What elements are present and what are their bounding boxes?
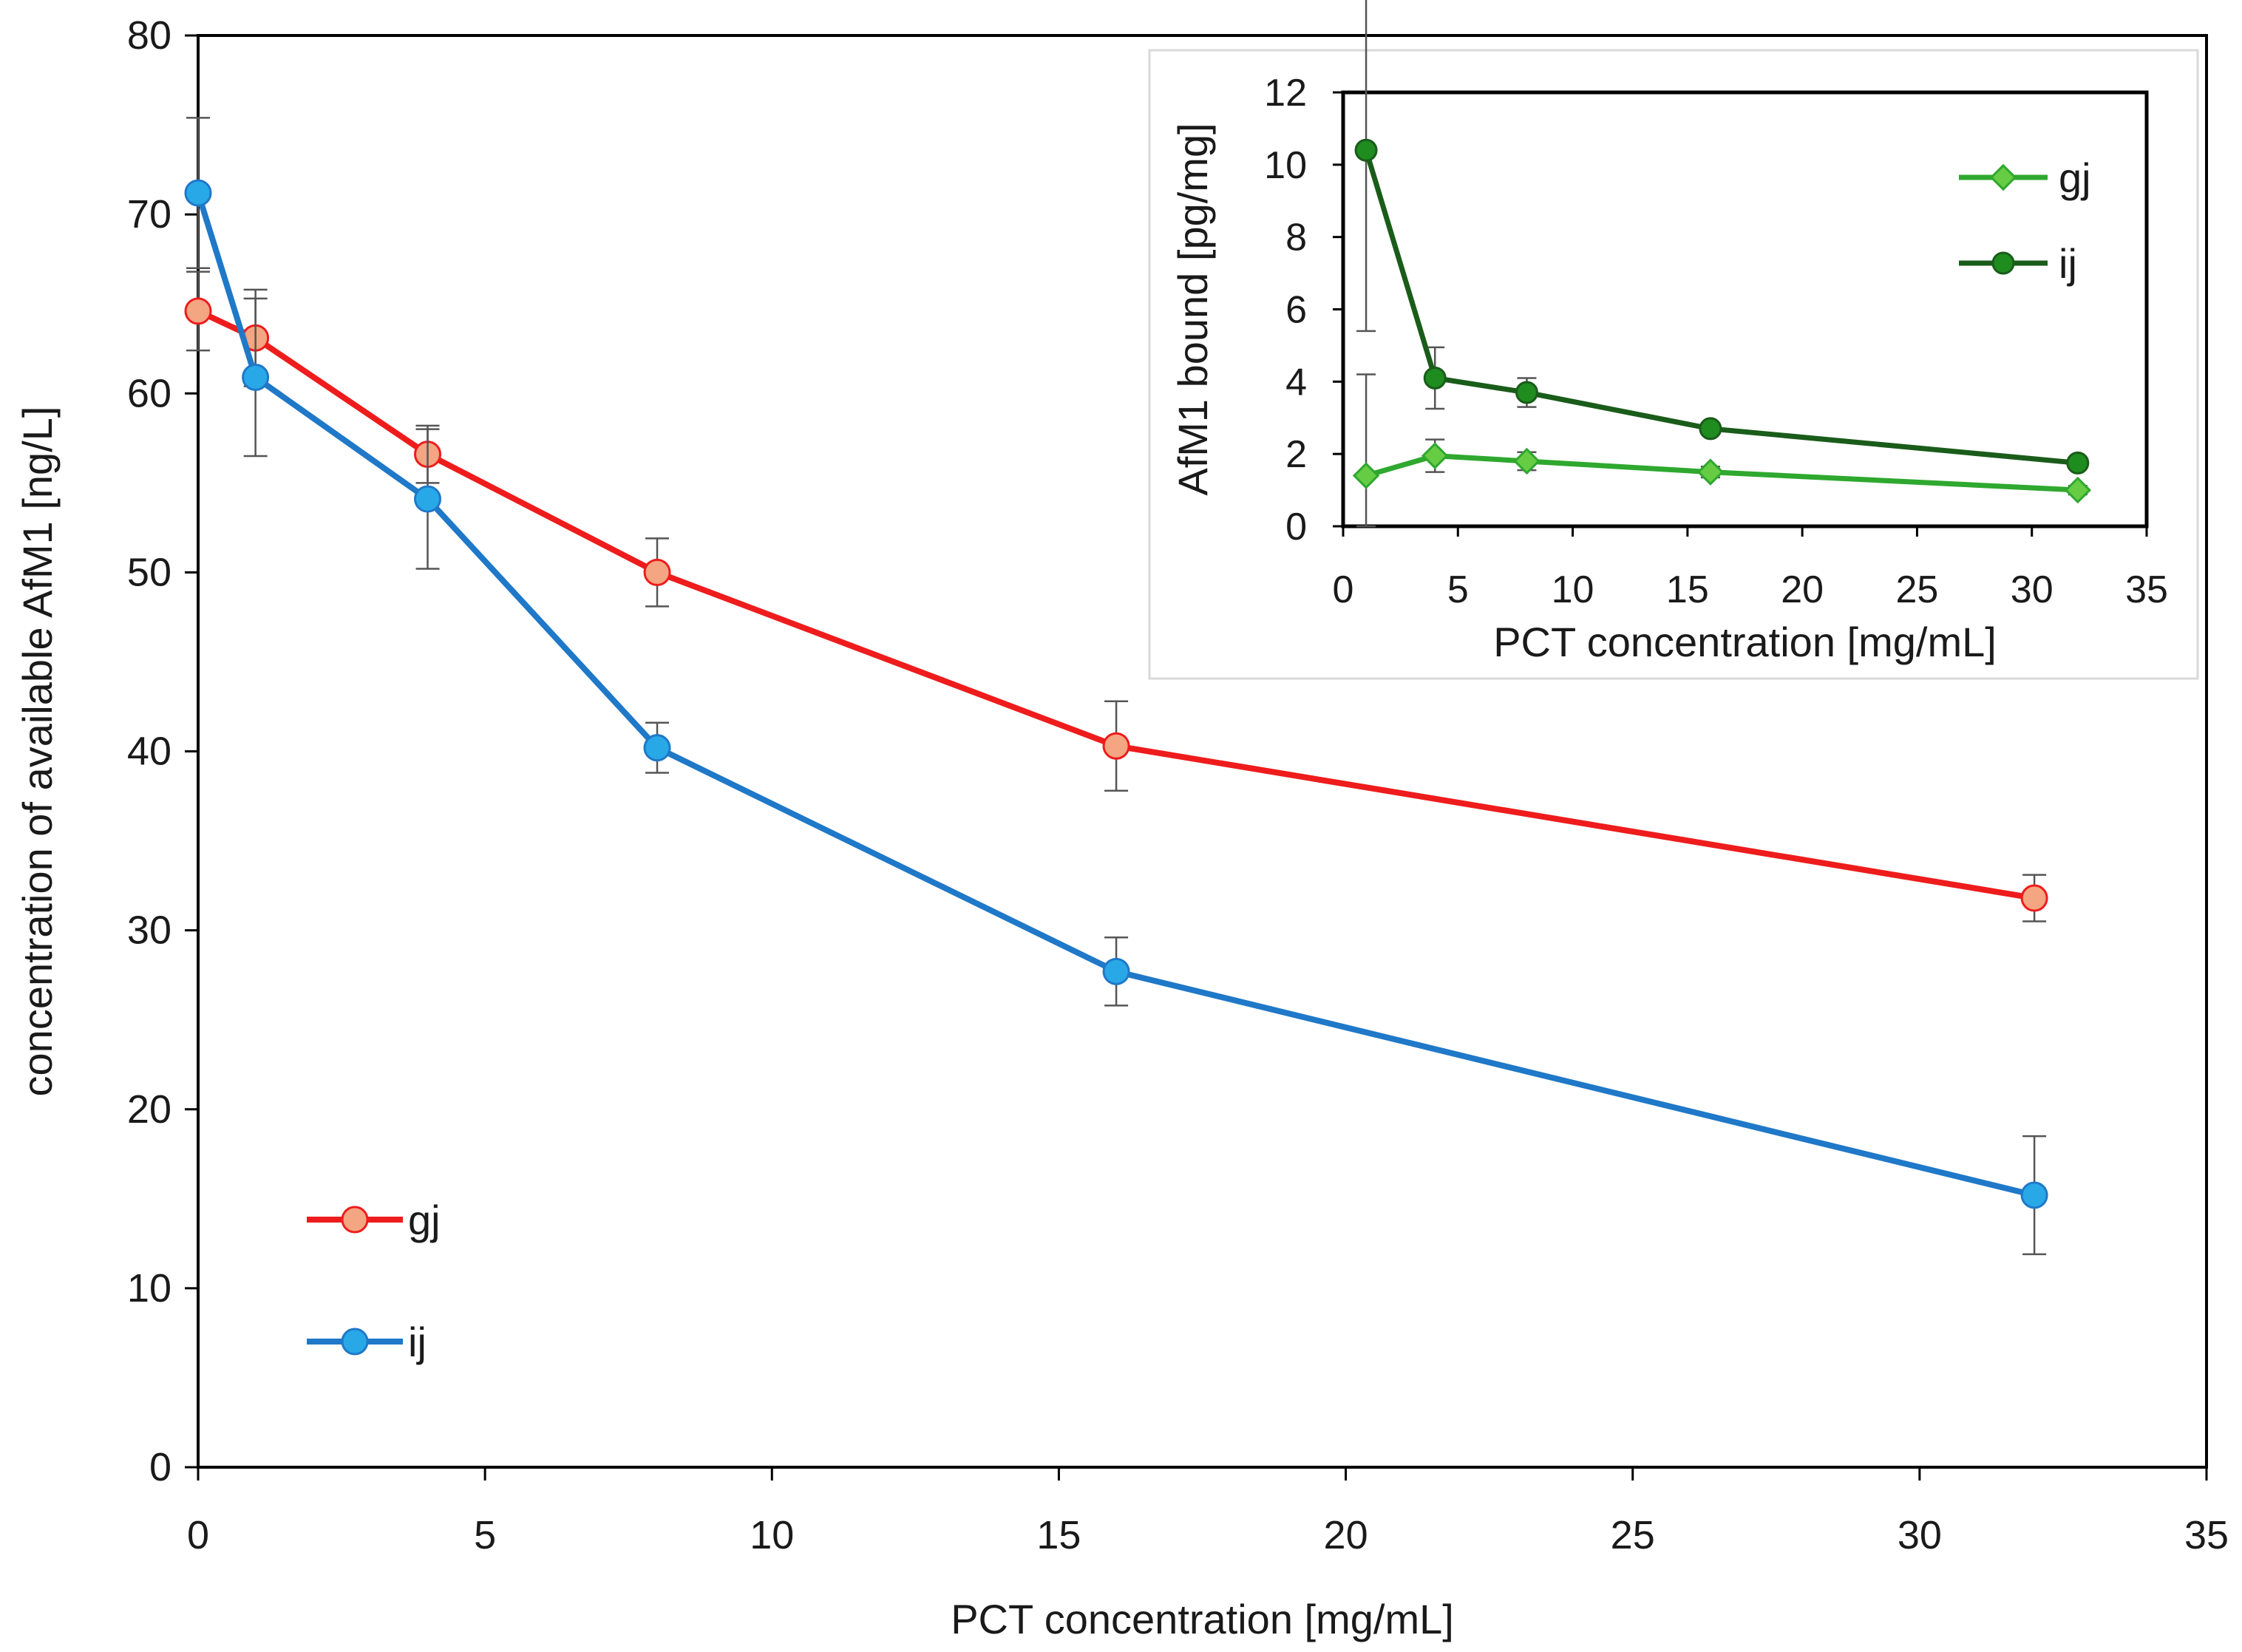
inset-y-tick-label: 4 [1285, 361, 1307, 404]
main-point-gj [184, 297, 212, 325]
main-y-tick-label: 70 [127, 192, 171, 237]
main-x-tick-label: 15 [1036, 1513, 1081, 1557]
inset-point-gj [2064, 476, 2092, 504]
inset-point-ij [1354, 138, 1378, 162]
main-y-tick-label: 50 [127, 550, 171, 594]
inset-legend-label-gj: gj [2059, 154, 2091, 201]
inset-series-ij [1354, 0, 2090, 475]
inset-x-tick-label: 5 [1447, 568, 1469, 611]
inset-frame [1148, 49, 2199, 680]
inset-point-gj [1421, 442, 1449, 469]
inset-x-tick-label: 35 [2125, 568, 2168, 611]
main-x-tick-label: 5 [474, 1513, 496, 1557]
inset-x-tick-label: 30 [2011, 568, 2054, 611]
inset-x-tick-label: 20 [1781, 568, 1824, 611]
inset-legend-label-ij: ij [2059, 240, 2077, 287]
main-point-ij [242, 363, 270, 391]
inset-point-gj [1352, 462, 1380, 489]
main-x-tick-label: 35 [2184, 1513, 2229, 1557]
main-x-tick-label: 20 [1324, 1513, 1368, 1557]
inset-chart-group: 0 5 10 15 20 25 30 35 0 2 4 6 8 10 12 PCT concentration… [1169, 0, 2168, 665]
main-y-tick-label: 30 [127, 908, 171, 953]
inset-point-ij [1423, 366, 1447, 390]
main-legend-marker-ij [341, 1328, 369, 1356]
inset-y-tick-label: 8 [1285, 217, 1307, 259]
inset-legend-marker-ij [1991, 251, 2015, 275]
main-legend-marker-gj [341, 1206, 369, 1234]
inset-y-tick-label: 0 [1285, 506, 1307, 548]
inset-point-ij [2066, 451, 2090, 475]
inset-y-tick-label: 12 [1264, 72, 1307, 115]
inset-point-gj [1513, 447, 1540, 475]
inset-x-tick-label: 25 [1896, 568, 1939, 611]
main-y-tick-label: 10 [127, 1266, 171, 1311]
main-x-axis-title: PCT concentration [mg/mL] [951, 1596, 1454, 1642]
main-point-ij [184, 179, 212, 207]
inset-point-ij [1515, 381, 1538, 404]
main-y-tick-label: 0 [149, 1445, 171, 1489]
inset-y-tick-label: 2 [1285, 433, 1307, 476]
inset-x-tick-label: 15 [1666, 568, 1709, 611]
main-point-ij [2020, 1181, 2048, 1209]
inset-point-ij [1699, 417, 1722, 441]
inset-y-axis-title: AfM1 bound [pg/mg] [1169, 123, 1216, 495]
main-point-ij [414, 485, 442, 513]
main-y-tick-label: 80 [127, 13, 171, 58]
main-y-tick-label: 20 [127, 1087, 171, 1132]
main-series-ij [184, 117, 2048, 1256]
main-line-ij [195, 191, 2036, 1198]
main-legend-label-gj: gj [408, 1197, 441, 1243]
inset-x-tick-label: 10 [1552, 568, 1594, 611]
main-point-gj [643, 558, 671, 586]
main-point-gj [1102, 732, 1130, 760]
main-legend-label-ij: ij [408, 1319, 427, 1365]
main-y-axis-title: concentration of available AfM1 [ng/L] [14, 407, 61, 1097]
main-x-tick-label: 25 [1611, 1513, 1655, 1557]
main-point-gj [2020, 884, 2048, 912]
inset-legend-marker-gj [1989, 163, 2017, 191]
inset-x-axis-title: PCT concentration [mg/mL] [1493, 619, 1997, 665]
inset-x-tick-label: 0 [1333, 568, 1354, 611]
inset-point-gj [1696, 458, 1725, 486]
inset-series-gj [1352, 373, 2092, 528]
main-point-ij [643, 734, 671, 762]
inset-y-tick-label: 10 [1264, 144, 1307, 187]
inset-y-tick-label: 6 [1285, 289, 1307, 332]
main-point-ij [1102, 957, 1130, 985]
main-x-tick-label: 10 [750, 1513, 794, 1557]
main-y-tick-label: 60 [127, 371, 171, 415]
main-y-tick-label: 40 [127, 730, 171, 774]
main-x-tick-label: 30 [1898, 1513, 1942, 1557]
main-x-tick-label: 0 [187, 1513, 209, 1557]
